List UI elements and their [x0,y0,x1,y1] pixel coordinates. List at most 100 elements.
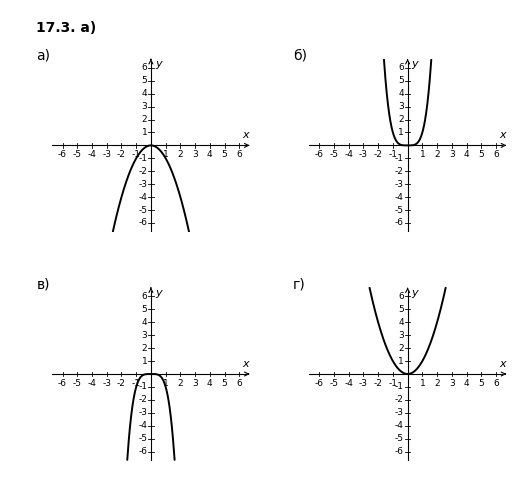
Text: -4: -4 [88,379,97,388]
Text: -4: -4 [138,193,147,201]
Text: 3: 3 [449,379,455,388]
Text: -1: -1 [132,150,141,159]
Text: 1: 1 [141,128,147,137]
Text: -1: -1 [395,382,404,392]
Text: -6: -6 [58,150,67,159]
Text: 1: 1 [420,150,425,159]
Text: 4: 4 [464,379,469,388]
Text: -2: -2 [138,395,147,404]
Text: -3: -3 [138,180,147,189]
Text: 5: 5 [398,305,404,314]
Text: y: y [412,288,418,298]
Text: x: x [499,130,506,140]
Text: y: y [155,59,162,70]
Text: x: x [242,130,249,140]
Text: г): г) [293,277,306,291]
Text: 6: 6 [141,292,147,301]
Text: -4: -4 [344,150,353,159]
Text: 6: 6 [398,63,404,73]
Text: в): в) [37,277,50,291]
Text: -6: -6 [395,447,404,456]
Text: -4: -4 [395,193,404,201]
Text: -2: -2 [117,150,126,159]
Text: 1: 1 [163,150,169,159]
Text: 17.3. а): 17.3. а) [37,21,97,35]
Text: -5: -5 [73,379,82,388]
Text: -3: -3 [359,150,368,159]
Text: -3: -3 [395,180,404,189]
Text: 2: 2 [177,150,183,159]
Text: -1: -1 [132,379,141,388]
Text: -5: -5 [329,150,338,159]
Text: 6: 6 [493,150,499,159]
Text: -2: -2 [374,379,383,388]
Text: 1: 1 [141,357,147,366]
Text: 5: 5 [398,76,404,85]
Text: x: x [499,359,506,368]
Text: y: y [412,59,418,70]
Text: 2: 2 [434,150,440,159]
Text: 4: 4 [464,150,469,159]
Text: -5: -5 [329,379,338,388]
Text: 4: 4 [398,89,404,98]
Text: 5: 5 [141,76,147,85]
Text: 2: 2 [398,343,404,353]
Text: 3: 3 [398,331,404,340]
Text: -3: -3 [359,379,368,388]
Text: 3: 3 [449,150,455,159]
Text: -3: -3 [395,408,404,417]
Text: 4: 4 [398,318,404,327]
Text: -6: -6 [395,219,404,227]
Text: 2: 2 [434,379,440,388]
Text: 2: 2 [141,115,147,124]
Text: 1: 1 [163,379,169,388]
Text: -1: -1 [388,379,397,388]
Text: -2: -2 [117,379,126,388]
Text: 5: 5 [222,150,228,159]
Text: -2: -2 [138,167,147,176]
Text: 4: 4 [141,89,147,98]
Text: 6: 6 [493,379,499,388]
Text: 1: 1 [398,357,404,366]
Text: -6: -6 [138,219,147,227]
Text: -2: -2 [395,167,404,176]
Text: -1: -1 [388,150,397,159]
Text: -5: -5 [138,205,147,215]
Text: 3: 3 [141,102,147,111]
Text: 2: 2 [177,379,183,388]
Text: 1: 1 [420,379,425,388]
Text: -2: -2 [374,150,383,159]
Text: -1: -1 [138,154,147,163]
Text: -1: -1 [138,382,147,392]
Text: 2: 2 [398,115,404,124]
Text: 5: 5 [222,379,228,388]
Text: 4: 4 [207,379,212,388]
Text: -4: -4 [138,421,147,430]
Text: б): б) [293,49,307,62]
Text: 5: 5 [479,150,484,159]
Text: -5: -5 [395,434,404,443]
Text: 3: 3 [141,331,147,340]
Text: 3: 3 [192,379,198,388]
Text: y: y [155,288,162,298]
Text: -4: -4 [88,150,97,159]
Text: 6: 6 [398,292,404,301]
Text: -5: -5 [73,150,82,159]
Text: -2: -2 [395,395,404,404]
Text: -4: -4 [344,379,353,388]
Text: 1: 1 [398,128,404,137]
Text: а): а) [37,49,51,62]
Text: 5: 5 [141,305,147,314]
Text: -6: -6 [58,379,67,388]
Text: 5: 5 [479,379,484,388]
Text: 6: 6 [141,63,147,73]
Text: 6: 6 [236,379,242,388]
Text: -5: -5 [138,434,147,443]
Text: -3: -3 [138,408,147,417]
Text: 3: 3 [192,150,198,159]
Text: 6: 6 [236,150,242,159]
Text: 2: 2 [141,343,147,353]
Text: -4: -4 [395,421,404,430]
Text: x: x [242,359,249,368]
Text: 4: 4 [141,318,147,327]
